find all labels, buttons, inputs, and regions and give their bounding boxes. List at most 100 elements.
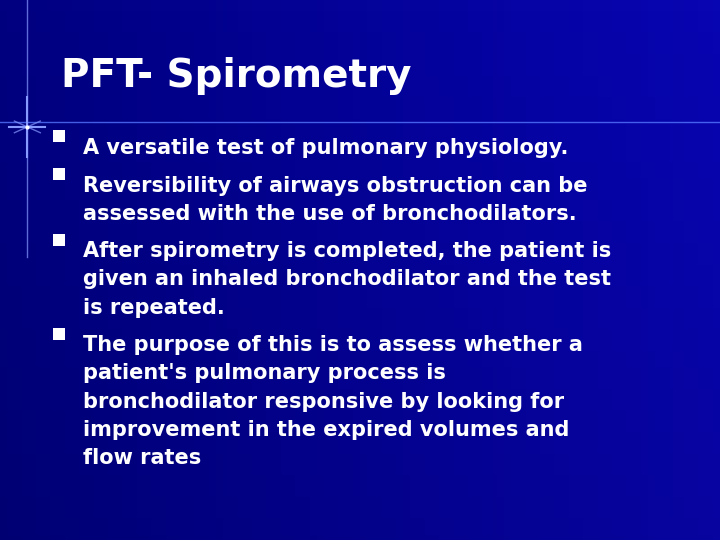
Bar xyxy=(194,0,198,540)
Bar xyxy=(7,0,11,540)
Bar xyxy=(515,0,518,540)
Bar xyxy=(266,0,270,540)
Bar xyxy=(115,0,119,540)
Bar xyxy=(403,0,407,540)
Bar xyxy=(0,92,720,97)
Bar xyxy=(565,0,569,540)
Bar xyxy=(122,0,126,540)
Bar xyxy=(655,0,659,540)
Bar xyxy=(198,0,202,540)
Bar xyxy=(238,0,241,540)
Bar xyxy=(594,0,598,540)
Bar xyxy=(346,0,349,540)
Bar xyxy=(324,0,328,540)
Bar xyxy=(533,0,536,540)
Bar xyxy=(299,0,302,540)
Bar xyxy=(0,535,720,540)
Bar xyxy=(79,0,83,540)
Bar xyxy=(0,389,720,394)
Bar xyxy=(392,0,396,540)
Bar xyxy=(53,328,65,340)
Bar xyxy=(374,0,378,540)
Bar xyxy=(0,481,720,486)
Bar xyxy=(288,0,292,540)
Bar xyxy=(252,0,256,540)
Text: PFT- Spirometry: PFT- Spirometry xyxy=(61,57,412,94)
Bar xyxy=(0,416,720,421)
Bar xyxy=(0,135,720,140)
Bar xyxy=(65,0,68,540)
Bar xyxy=(72,0,76,540)
Bar xyxy=(22,0,25,540)
Bar xyxy=(648,0,652,540)
Bar xyxy=(0,140,720,146)
Bar xyxy=(0,302,720,308)
Bar xyxy=(450,0,454,540)
Bar xyxy=(18,0,22,540)
Bar xyxy=(302,0,306,540)
Bar xyxy=(0,59,720,65)
Bar xyxy=(475,0,479,540)
Text: A versatile test of pulmonary physiology.: A versatile test of pulmonary physiology… xyxy=(83,138,568,158)
Bar xyxy=(0,427,720,432)
Bar xyxy=(94,0,97,540)
Bar xyxy=(677,0,680,540)
Bar xyxy=(630,0,634,540)
Bar xyxy=(0,475,720,481)
Bar xyxy=(367,0,371,540)
Bar xyxy=(0,151,720,157)
Bar xyxy=(400,0,403,540)
Bar xyxy=(328,0,331,540)
Bar xyxy=(0,470,720,475)
Bar xyxy=(583,0,587,540)
Bar xyxy=(0,81,720,86)
Bar xyxy=(202,0,205,540)
Bar xyxy=(616,0,619,540)
Bar xyxy=(713,0,716,540)
Bar xyxy=(454,0,457,540)
Bar xyxy=(209,0,212,540)
Bar xyxy=(0,443,720,448)
Bar xyxy=(522,0,526,540)
Bar xyxy=(0,49,720,54)
Bar xyxy=(58,0,61,540)
Bar xyxy=(608,0,612,540)
Bar xyxy=(0,205,720,211)
Bar xyxy=(101,0,104,540)
Bar xyxy=(230,0,234,540)
Bar xyxy=(212,0,216,540)
Bar xyxy=(0,464,720,470)
Bar xyxy=(313,0,317,540)
Bar xyxy=(256,0,259,540)
Bar xyxy=(0,16,720,22)
Bar xyxy=(508,0,511,540)
Bar xyxy=(0,367,720,373)
Bar xyxy=(0,308,720,313)
Bar xyxy=(306,0,310,540)
Bar xyxy=(86,0,90,540)
Bar xyxy=(504,0,508,540)
Bar xyxy=(0,340,720,346)
Bar xyxy=(4,0,7,540)
Bar xyxy=(0,286,720,292)
Bar xyxy=(590,0,594,540)
Bar xyxy=(50,0,54,540)
Bar xyxy=(364,0,367,540)
Bar xyxy=(385,0,389,540)
Bar xyxy=(526,0,529,540)
Bar xyxy=(706,0,709,540)
Bar xyxy=(263,0,266,540)
Bar xyxy=(0,119,720,124)
Text: The purpose of this is to assess whether a: The purpose of this is to assess whether… xyxy=(83,335,582,355)
Bar xyxy=(0,437,720,443)
Bar xyxy=(0,518,720,524)
Bar xyxy=(421,0,425,540)
Bar xyxy=(335,0,338,540)
Bar xyxy=(119,0,122,540)
Bar xyxy=(666,0,670,540)
Bar xyxy=(169,0,173,540)
Bar xyxy=(151,0,155,540)
Bar xyxy=(652,0,655,540)
Bar xyxy=(0,281,720,286)
Bar xyxy=(587,0,590,540)
